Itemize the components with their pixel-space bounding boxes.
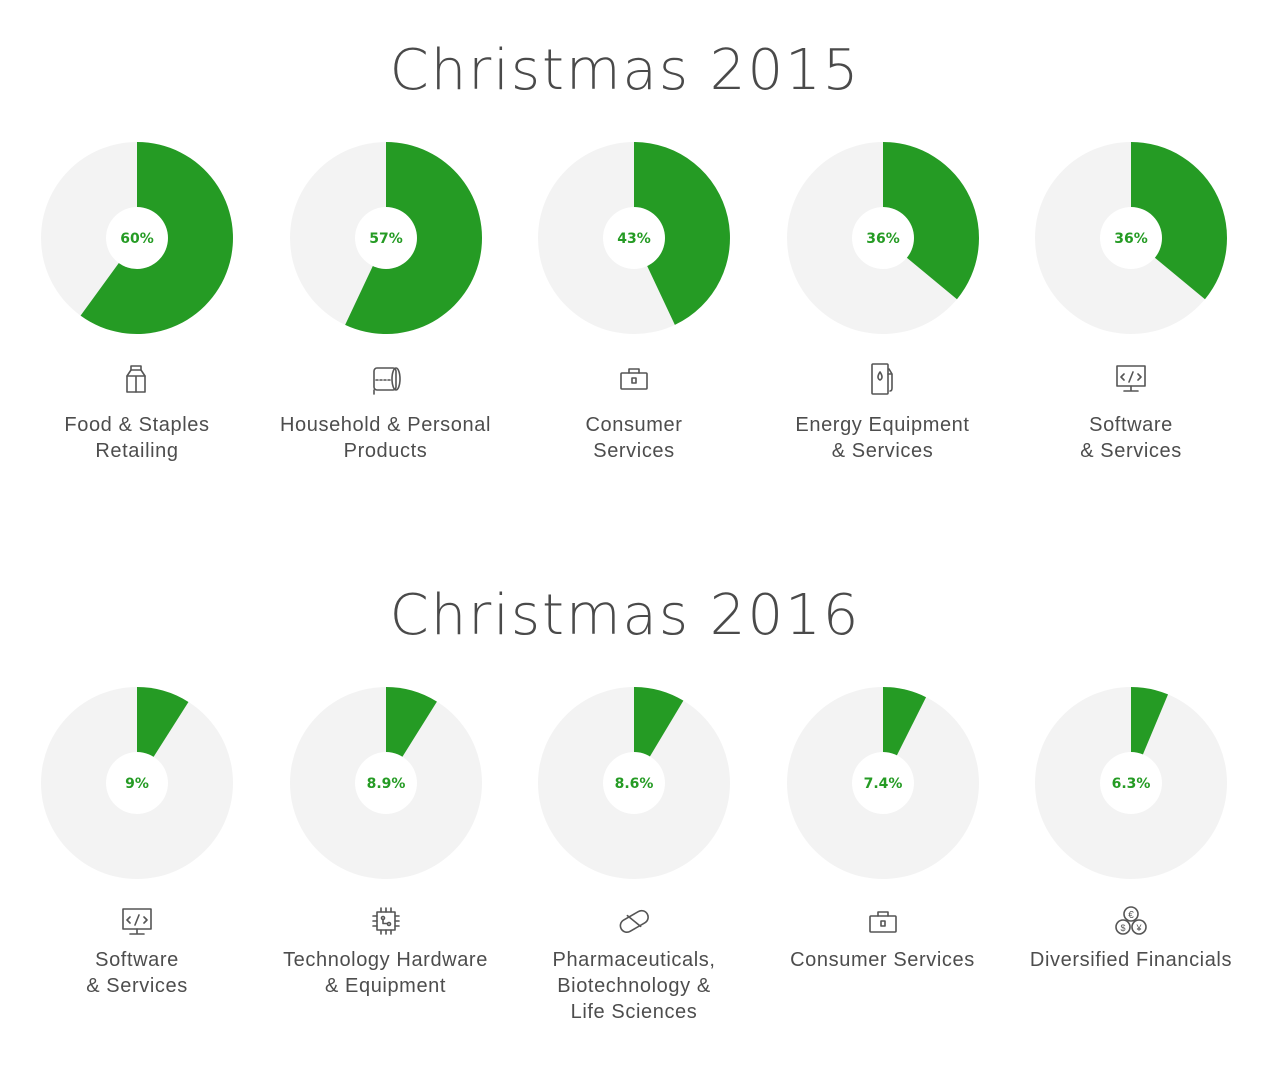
category-label: Food & Staples Retailing xyxy=(64,414,210,462)
donut-value-label: 43% xyxy=(617,231,651,247)
donut-value-label: 60% xyxy=(120,231,154,247)
donut-chart: 9% xyxy=(41,687,233,879)
category-label: Consumer Services xyxy=(585,414,683,462)
donut-value-label: 8.9% xyxy=(366,776,405,792)
currency-coins-icon: € $ ¥ xyxy=(1111,901,1151,941)
briefcase-icon xyxy=(863,901,903,941)
section-title-2016: Christmas 2016 xyxy=(389,583,861,648)
donut-chart: 7.4% xyxy=(786,687,979,879)
code-monitor-icon xyxy=(117,901,157,941)
donut-chart: 8.6% xyxy=(538,687,730,879)
donut-hole xyxy=(603,752,665,814)
donut-value-label: 36% xyxy=(1114,231,1148,247)
donut-slice xyxy=(634,142,730,325)
pill-icon xyxy=(614,901,654,941)
donut-slice xyxy=(1131,142,1227,300)
donut-value-label: 7.4% xyxy=(863,776,902,792)
donut-chart: 36% xyxy=(786,142,979,334)
category-label: Consumer Services xyxy=(790,949,975,971)
svg-text:¥: ¥ xyxy=(1135,923,1142,933)
donut-hole xyxy=(851,207,914,269)
category-label: Energy Equipment & Services xyxy=(795,414,970,462)
section-title-2015: Christmas 2015 xyxy=(389,38,861,103)
donut-value-label: 57% xyxy=(369,231,403,247)
donut-hole xyxy=(106,752,168,814)
briefcase-icon xyxy=(614,358,654,398)
code-monitor-icon xyxy=(1111,358,1151,398)
toilet-paper-icon xyxy=(366,358,406,398)
donut-value-label: 36% xyxy=(866,231,900,247)
donut-chart: 8.9% xyxy=(289,687,482,879)
donut-hole xyxy=(1100,752,1162,814)
donut-chart: 6.3% xyxy=(1035,687,1227,879)
chip-icon xyxy=(366,901,406,941)
chart-row-2015: 60% Food & Staples Retailing 57% Household … xyxy=(0,140,1277,540)
donut-hole xyxy=(354,207,417,269)
category-label: Software & Services xyxy=(1080,414,1182,462)
category-label: Diversified Financials xyxy=(1029,949,1233,971)
donut-value-label: 9% xyxy=(125,776,149,792)
donut-chart: 57% xyxy=(289,142,482,334)
donut-value-label: 6.3% xyxy=(1112,776,1151,792)
category-label: Pharmaceuticals, Biotechnology & Life Sc… xyxy=(552,949,716,1023)
donut-hole xyxy=(603,207,665,269)
donut-chart: 36% xyxy=(1035,142,1227,334)
donut-hole xyxy=(1100,207,1162,269)
donut-chart: 43% xyxy=(538,142,730,334)
milk-carton-icon xyxy=(117,358,157,398)
category-label: Technology Hardware & Equipment xyxy=(283,949,488,997)
donut-slice xyxy=(882,142,979,300)
fuel-pump-icon xyxy=(863,358,903,398)
donut-hole xyxy=(106,207,168,269)
svg-text:€: € xyxy=(1128,910,1134,921)
chart-row-2016: 9% Software & Services 8.9% Technology Hard… xyxy=(0,685,1277,1085)
donut-hole xyxy=(354,752,417,814)
category-label: Software & Services xyxy=(86,949,188,997)
donut-hole xyxy=(851,752,914,814)
donut-value-label: 8.6% xyxy=(615,776,654,792)
category-label: Household & Personal Products xyxy=(279,414,491,462)
svg-text:$: $ xyxy=(1120,923,1125,933)
donut-chart: 60% xyxy=(41,142,233,334)
